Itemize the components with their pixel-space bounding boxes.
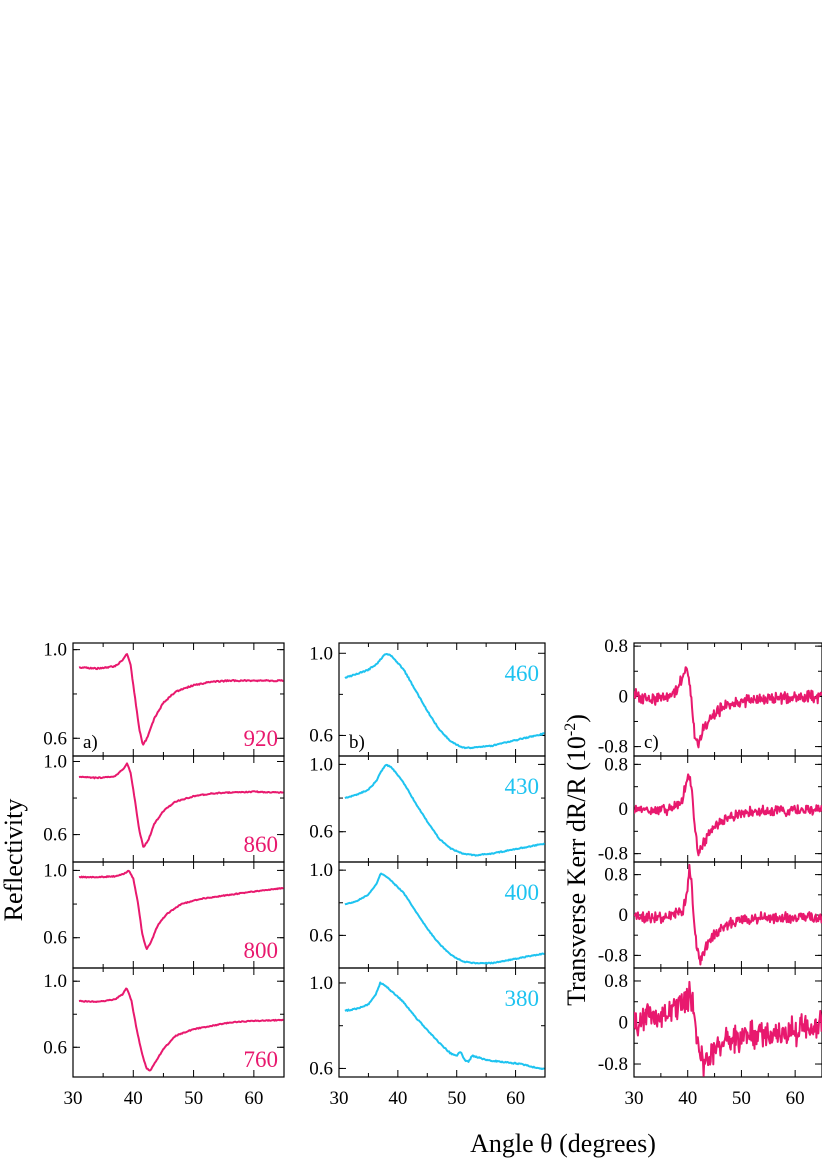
- series-line: [634, 863, 822, 966]
- y-tick-label: 1.0: [309, 643, 333, 664]
- series-line: [344, 872, 545, 965]
- y-tick-label: 1.0: [43, 971, 67, 992]
- panel-frame: [633, 861, 822, 969]
- series-line: [634, 980, 822, 1077]
- series-line: [344, 653, 545, 750]
- y-tick-label: -0.8: [598, 737, 628, 758]
- y-axis-label-kerr-close: ): [562, 714, 591, 723]
- panel-c-4: 30 40 50 60 0.8 0 -0.8: [598, 967, 822, 1109]
- y-tick-label: 0: [619, 905, 629, 926]
- value-label: 760: [244, 1047, 279, 1072]
- x-tick-label: 50: [447, 1088, 466, 1109]
- value-label: 800: [244, 938, 279, 963]
- series-line: [634, 773, 822, 857]
- panel-b-1: 1.0 0.6 b) 460: [309, 642, 546, 757]
- x-tick-label: 40: [678, 1088, 697, 1109]
- panel-frame: [72, 967, 285, 1078]
- x-tick-label: 40: [124, 1088, 143, 1109]
- panel-b-4: 30 40 50 60 1.0 0.6 380: [309, 967, 546, 1109]
- y-tick-label: 0.6: [43, 928, 67, 949]
- y-tick-label: 1.0: [309, 860, 333, 881]
- panel-c-3: 0.8 0 -0.8: [598, 861, 822, 969]
- series-line: [344, 981, 545, 1070]
- series-line: [634, 666, 822, 749]
- y-tick-label: 0: [619, 799, 629, 820]
- x-tick-label: 60: [244, 1088, 263, 1109]
- x-tick-label: 40: [388, 1088, 407, 1109]
- y-axis-label-kerr-main: Transverse Kerr dR/R (10: [562, 736, 591, 1006]
- value-label: 860: [244, 832, 279, 857]
- y-axis-label-kerr-exponent: -2: [562, 723, 579, 736]
- panel-label: a): [83, 732, 98, 753]
- panel-frame: [338, 861, 546, 969]
- x-tick-label: 50: [732, 1088, 751, 1109]
- series-line: [344, 763, 545, 857]
- y-tick-label: 0.6: [43, 1037, 67, 1058]
- x-tick-label: 60: [506, 1088, 525, 1109]
- y-tick-label: 0.8: [604, 636, 628, 657]
- y-tick-label: 1.0: [43, 640, 67, 661]
- panel-a-1: 1.0 0.6 a) 920: [43, 640, 285, 757]
- y-tick-label: 0.8: [604, 971, 628, 992]
- y-tick-label: 0.6: [309, 822, 333, 843]
- y-tick-label: 0.6: [309, 925, 333, 946]
- series-line: [78, 987, 284, 1072]
- x-tick-label: 60: [786, 1088, 805, 1109]
- panel-frame: [338, 967, 546, 1078]
- x-tick-label: 30: [64, 1088, 83, 1109]
- y-tick-label: 0.6: [309, 725, 333, 746]
- panel-frame: [338, 755, 546, 863]
- y-tick-label: 0.6: [43, 728, 67, 749]
- value-label: 400: [505, 880, 540, 905]
- x-tick-label: 50: [184, 1088, 203, 1109]
- panel-a-4: 30 40 50 60 1.0 0.6 760: [43, 967, 285, 1109]
- value-label: 460: [505, 661, 540, 686]
- y-tick-label: -0.8: [598, 844, 628, 865]
- y-tick-label: 0.8: [604, 865, 628, 886]
- y-tick-label: -0.8: [598, 945, 628, 966]
- panel-a-3: 1.0 0.6 800: [43, 860, 285, 969]
- panel-c-2: 0.8 0 -0.8: [598, 754, 822, 865]
- series-line: [78, 869, 284, 950]
- y-tick-label: 0: [619, 1013, 629, 1034]
- series-line: [78, 762, 284, 848]
- y-tick-label: 1.0: [43, 860, 67, 881]
- value-label: 920: [244, 726, 279, 751]
- panel-label: b): [349, 732, 365, 753]
- panel-a-2: 1.0 0.6 860: [43, 751, 285, 863]
- y-tick-label: 1.0: [309, 973, 333, 994]
- x-axis-label: Angle θ (degrees): [470, 1129, 656, 1158]
- y-tick-label: 0.6: [43, 825, 67, 846]
- x-tick-label: 30: [625, 1088, 644, 1109]
- y-tick-label: 0: [619, 686, 629, 707]
- panel-b-3: 1.0 0.6 400: [309, 860, 546, 969]
- y-tick-label: 1.0: [43, 751, 67, 772]
- y-tick-label: 0.6: [309, 1058, 333, 1079]
- y-tick-label: 1.0: [309, 754, 333, 775]
- y-axis-label-reflectivity: Reflectivity: [0, 799, 28, 922]
- y-tick-label: -0.8: [598, 1054, 628, 1075]
- panel-c-1: 0.8 0 -0.8 c): [598, 636, 822, 758]
- y-axis-label-kerr: Transverse Kerr dR/R (10-2): [562, 714, 591, 1006]
- series-line: [78, 653, 284, 746]
- y-tick-label: 0.8: [604, 754, 628, 775]
- panel-b-2: 1.0 0.6 430: [309, 754, 546, 863]
- x-tick-label: 30: [330, 1088, 349, 1109]
- value-label: 430: [505, 774, 540, 799]
- value-label: 380: [505, 986, 540, 1011]
- panel-label: c): [644, 732, 659, 753]
